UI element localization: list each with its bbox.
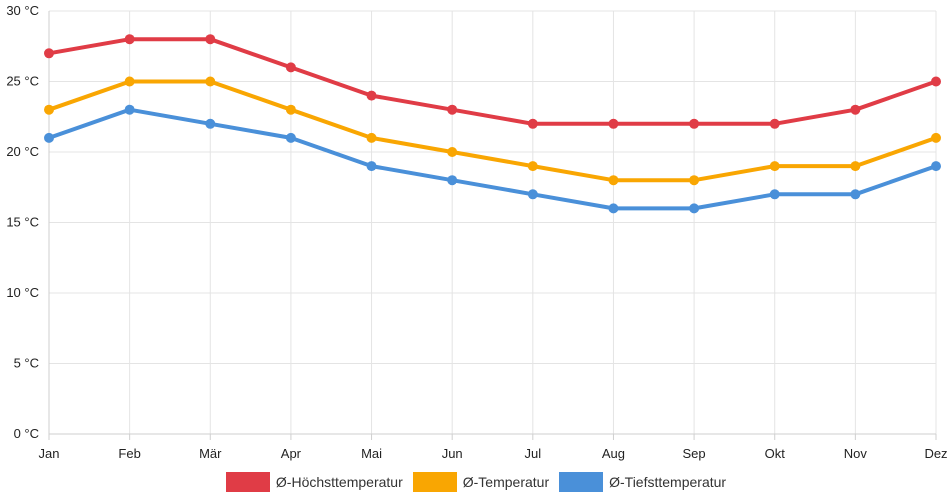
data-point-avg <box>447 147 458 157</box>
data-point-min <box>769 189 780 200</box>
y-tick-label: 30 °C <box>6 3 39 18</box>
legend-swatch-min <box>559 472 604 492</box>
data-point-avg <box>608 175 619 186</box>
data-point-avg <box>285 104 296 115</box>
data-point-avg <box>205 76 216 87</box>
x-tick-label: Jul <box>525 446 542 461</box>
x-tick-label: Aug <box>602 446 625 461</box>
data-point-max <box>608 118 619 129</box>
legend-swatch-max <box>225 472 270 492</box>
data-point-min <box>447 175 458 186</box>
data-point-max <box>527 118 538 129</box>
axis-layer: 0 °C 5 °C 10 °C 15 °C 20 °C 25 °C 30 °C Jan Feb M… <box>6 3 947 461</box>
x-tick-label: Jun <box>442 446 463 461</box>
x-tick-label: Dez <box>924 446 947 461</box>
data-point-avg <box>769 161 780 172</box>
data-point-min <box>285 132 296 143</box>
y-tick-label: 15 °C <box>6 215 39 230</box>
legend-item-avg[interactable]: Ø-Temperatur <box>412 472 550 492</box>
data-point-min <box>205 118 216 129</box>
data-point-max <box>850 104 861 115</box>
x-tick-label: Jan <box>39 446 60 461</box>
data-point-max <box>447 104 458 115</box>
data-point-min <box>850 189 861 200</box>
y-tick-label: 20 °C <box>6 144 39 159</box>
data-point-max <box>124 34 135 45</box>
x-tick-label: Sep <box>683 446 706 461</box>
x-tick-label: Feb <box>118 446 140 461</box>
x-tick-label: Mär <box>199 446 222 461</box>
series-line-avg <box>47 79 938 183</box>
data-point-max <box>44 48 54 59</box>
data-point-min <box>931 161 941 172</box>
data-point-min <box>527 189 538 200</box>
data-point-avg <box>366 132 377 143</box>
x-tick-label: Nov <box>844 446 868 461</box>
legend-item-min[interactable]: Ø-Tiefsttemperatur <box>559 472 726 492</box>
data-point-min <box>608 203 619 214</box>
legend-swatch-avg <box>412 472 457 492</box>
series-layer <box>44 34 941 214</box>
data-point-min <box>689 203 700 214</box>
legend-item-max[interactable]: Ø-Höchsttemperatur <box>225 472 403 492</box>
data-point-avg <box>124 76 135 87</box>
y-tick-label: 5 °C <box>14 356 39 371</box>
legend-label-min: Ø-Tiefsttemperatur <box>609 474 727 490</box>
legend-label-max: Ø-Höchsttemperatur <box>275 474 403 490</box>
data-point-min <box>44 132 54 143</box>
data-point-max <box>205 34 216 45</box>
data-point-max <box>769 118 780 129</box>
grid-layer <box>48 10 937 435</box>
data-point-max <box>366 90 377 101</box>
series-line-min <box>47 107 938 211</box>
x-tick-label: Mai <box>361 446 382 461</box>
data-point-min <box>124 104 135 115</box>
x-tick-label: Okt <box>765 446 786 461</box>
y-tick-label: 0 °C <box>14 426 39 441</box>
data-point-avg <box>931 132 941 143</box>
data-point-avg <box>44 104 54 115</box>
data-point-max <box>689 118 700 129</box>
data-point-max <box>931 76 941 87</box>
data-point-avg <box>527 161 538 172</box>
data-point-avg <box>689 175 700 186</box>
y-tick-label: 25 °C <box>6 74 39 89</box>
y-tick-label: 10 °C <box>6 285 39 300</box>
legend-label-avg: Ø-Temperatur <box>462 474 550 490</box>
series-line-max <box>47 37 938 126</box>
data-point-avg <box>850 161 861 172</box>
x-tick-label: Apr <box>281 446 302 461</box>
data-point-min <box>366 161 377 172</box>
data-point-max <box>285 62 296 73</box>
legend: Ø-Höchsttemperatur Ø-Temperatur Ø-Tiefst… <box>0 472 952 492</box>
